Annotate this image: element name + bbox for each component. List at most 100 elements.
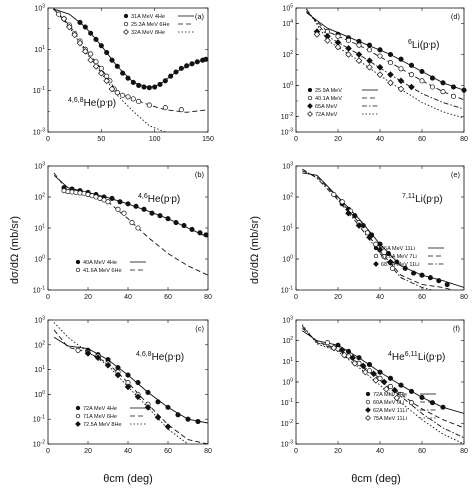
data-point	[377, 369, 383, 375]
data-point	[152, 84, 158, 90]
data-point	[366, 63, 373, 71]
data-point	[387, 79, 394, 87]
data-point	[185, 416, 191, 422]
legend-marker	[123, 13, 129, 19]
legend-marker	[373, 261, 379, 267]
xlabel-left: θcm (deg)	[103, 473, 153, 485]
legend-label: 68.4A MeV 11Li	[381, 262, 419, 268]
data-point	[444, 281, 450, 288]
y-tick-label: 105	[282, 4, 293, 13]
data-point	[376, 246, 384, 253]
data-point	[440, 89, 446, 95]
y-tick-label: 101	[34, 45, 45, 54]
x-tick-label: 40	[376, 448, 384, 455]
y-tick-label: 102	[282, 193, 293, 202]
data-point	[366, 234, 373, 241]
data-point	[338, 346, 346, 354]
y-tick-label: 103	[34, 162, 45, 171]
x-tick-label: 150	[202, 136, 214, 143]
theory-curve-3	[306, 9, 464, 110]
data-point	[120, 92, 126, 98]
legend-label: 62A MeV 11Li	[373, 408, 407, 414]
data-point	[394, 259, 400, 265]
data-point	[376, 71, 384, 78]
legend-marker	[75, 421, 81, 427]
data-point	[429, 84, 436, 90]
data-point	[334, 43, 342, 51]
legend-marker	[123, 21, 129, 27]
y-tick-label: 103	[34, 4, 45, 13]
data-point	[402, 265, 408, 271]
data-point	[135, 225, 141, 231]
data-point	[377, 47, 383, 53]
legend-marker	[365, 399, 371, 405]
reaction-label: 4,6,8He(p,p)	[68, 97, 116, 109]
data-point	[155, 399, 161, 405]
data-point	[98, 43, 104, 49]
data-point	[398, 382, 404, 388]
data-point	[197, 230, 203, 236]
data-point	[94, 354, 102, 362]
data-point	[366, 368, 373, 374]
y-tick-label: 10-3	[281, 128, 293, 137]
data-point	[387, 60, 394, 66]
data-point	[154, 413, 162, 421]
data-point	[419, 272, 425, 278]
reaction-label: 4,6He(p,p)	[138, 193, 180, 205]
data-point	[178, 65, 184, 71]
y-tick-label: 103	[34, 316, 45, 325]
reaction-label: 4He6,11Li(p,p)	[388, 351, 445, 363]
data-point	[355, 222, 363, 229]
data-point	[173, 219, 179, 226]
data-point	[390, 265, 396, 271]
x-tick-label: 80	[460, 448, 468, 455]
legend-label: 65A MeV	[315, 104, 338, 110]
data-point	[356, 355, 362, 361]
data-point	[387, 384, 394, 390]
x-tick-label: 40	[376, 294, 384, 301]
y-tick-label: 101	[282, 357, 293, 366]
data-point	[56, 11, 62, 17]
data-point	[440, 80, 446, 86]
data-point	[359, 362, 367, 370]
data-point	[130, 79, 136, 85]
y-tick-label: 101	[34, 224, 45, 233]
x-tick-label: 80	[460, 294, 468, 301]
reaction-label: 6Li(p,p)	[408, 39, 439, 51]
data-point	[77, 19, 83, 25]
y-tick-label: 10-1	[33, 286, 45, 295]
data-point	[104, 361, 112, 369]
data-point	[345, 348, 352, 355]
x-tick-label: 60	[418, 448, 426, 455]
y-tick-label: 10-2	[281, 112, 293, 121]
data-point	[352, 213, 358, 219]
data-point	[114, 371, 122, 379]
data-point	[450, 93, 457, 99]
legend-marker	[75, 267, 81, 273]
legend-marker	[373, 253, 379, 259]
data-point	[189, 226, 195, 232]
y-tick-label: 10-2	[281, 419, 293, 428]
y-tick-label: 102	[282, 336, 293, 345]
data-point	[408, 400, 415, 406]
y-tick-label: 10-1	[33, 86, 45, 95]
legend-label: 25.9A MeV	[315, 88, 342, 94]
panel-c: 0 20 40 60 80 103 102 101 100 10-1 10-2 (c) 4,6,8He(…	[33, 316, 212, 456]
data-point	[144, 404, 152, 411]
legend-marker	[373, 245, 379, 251]
x-tick-label: 0	[46, 136, 50, 143]
panel-tag: (d)	[451, 12, 461, 21]
reaction-label: 4,6,8He(p,p)	[136, 351, 184, 363]
data-point	[109, 57, 115, 63]
data-point	[87, 56, 94, 64]
theory-curve-1	[302, 172, 464, 288]
y-tick-label: 103	[282, 316, 293, 325]
data-point	[165, 216, 171, 222]
x-tick-label: 20	[84, 294, 92, 301]
data-point	[391, 386, 398, 394]
data-point	[162, 105, 168, 111]
data-point	[88, 30, 94, 36]
data-point	[75, 347, 81, 353]
y-tick-label: 102	[34, 193, 45, 202]
